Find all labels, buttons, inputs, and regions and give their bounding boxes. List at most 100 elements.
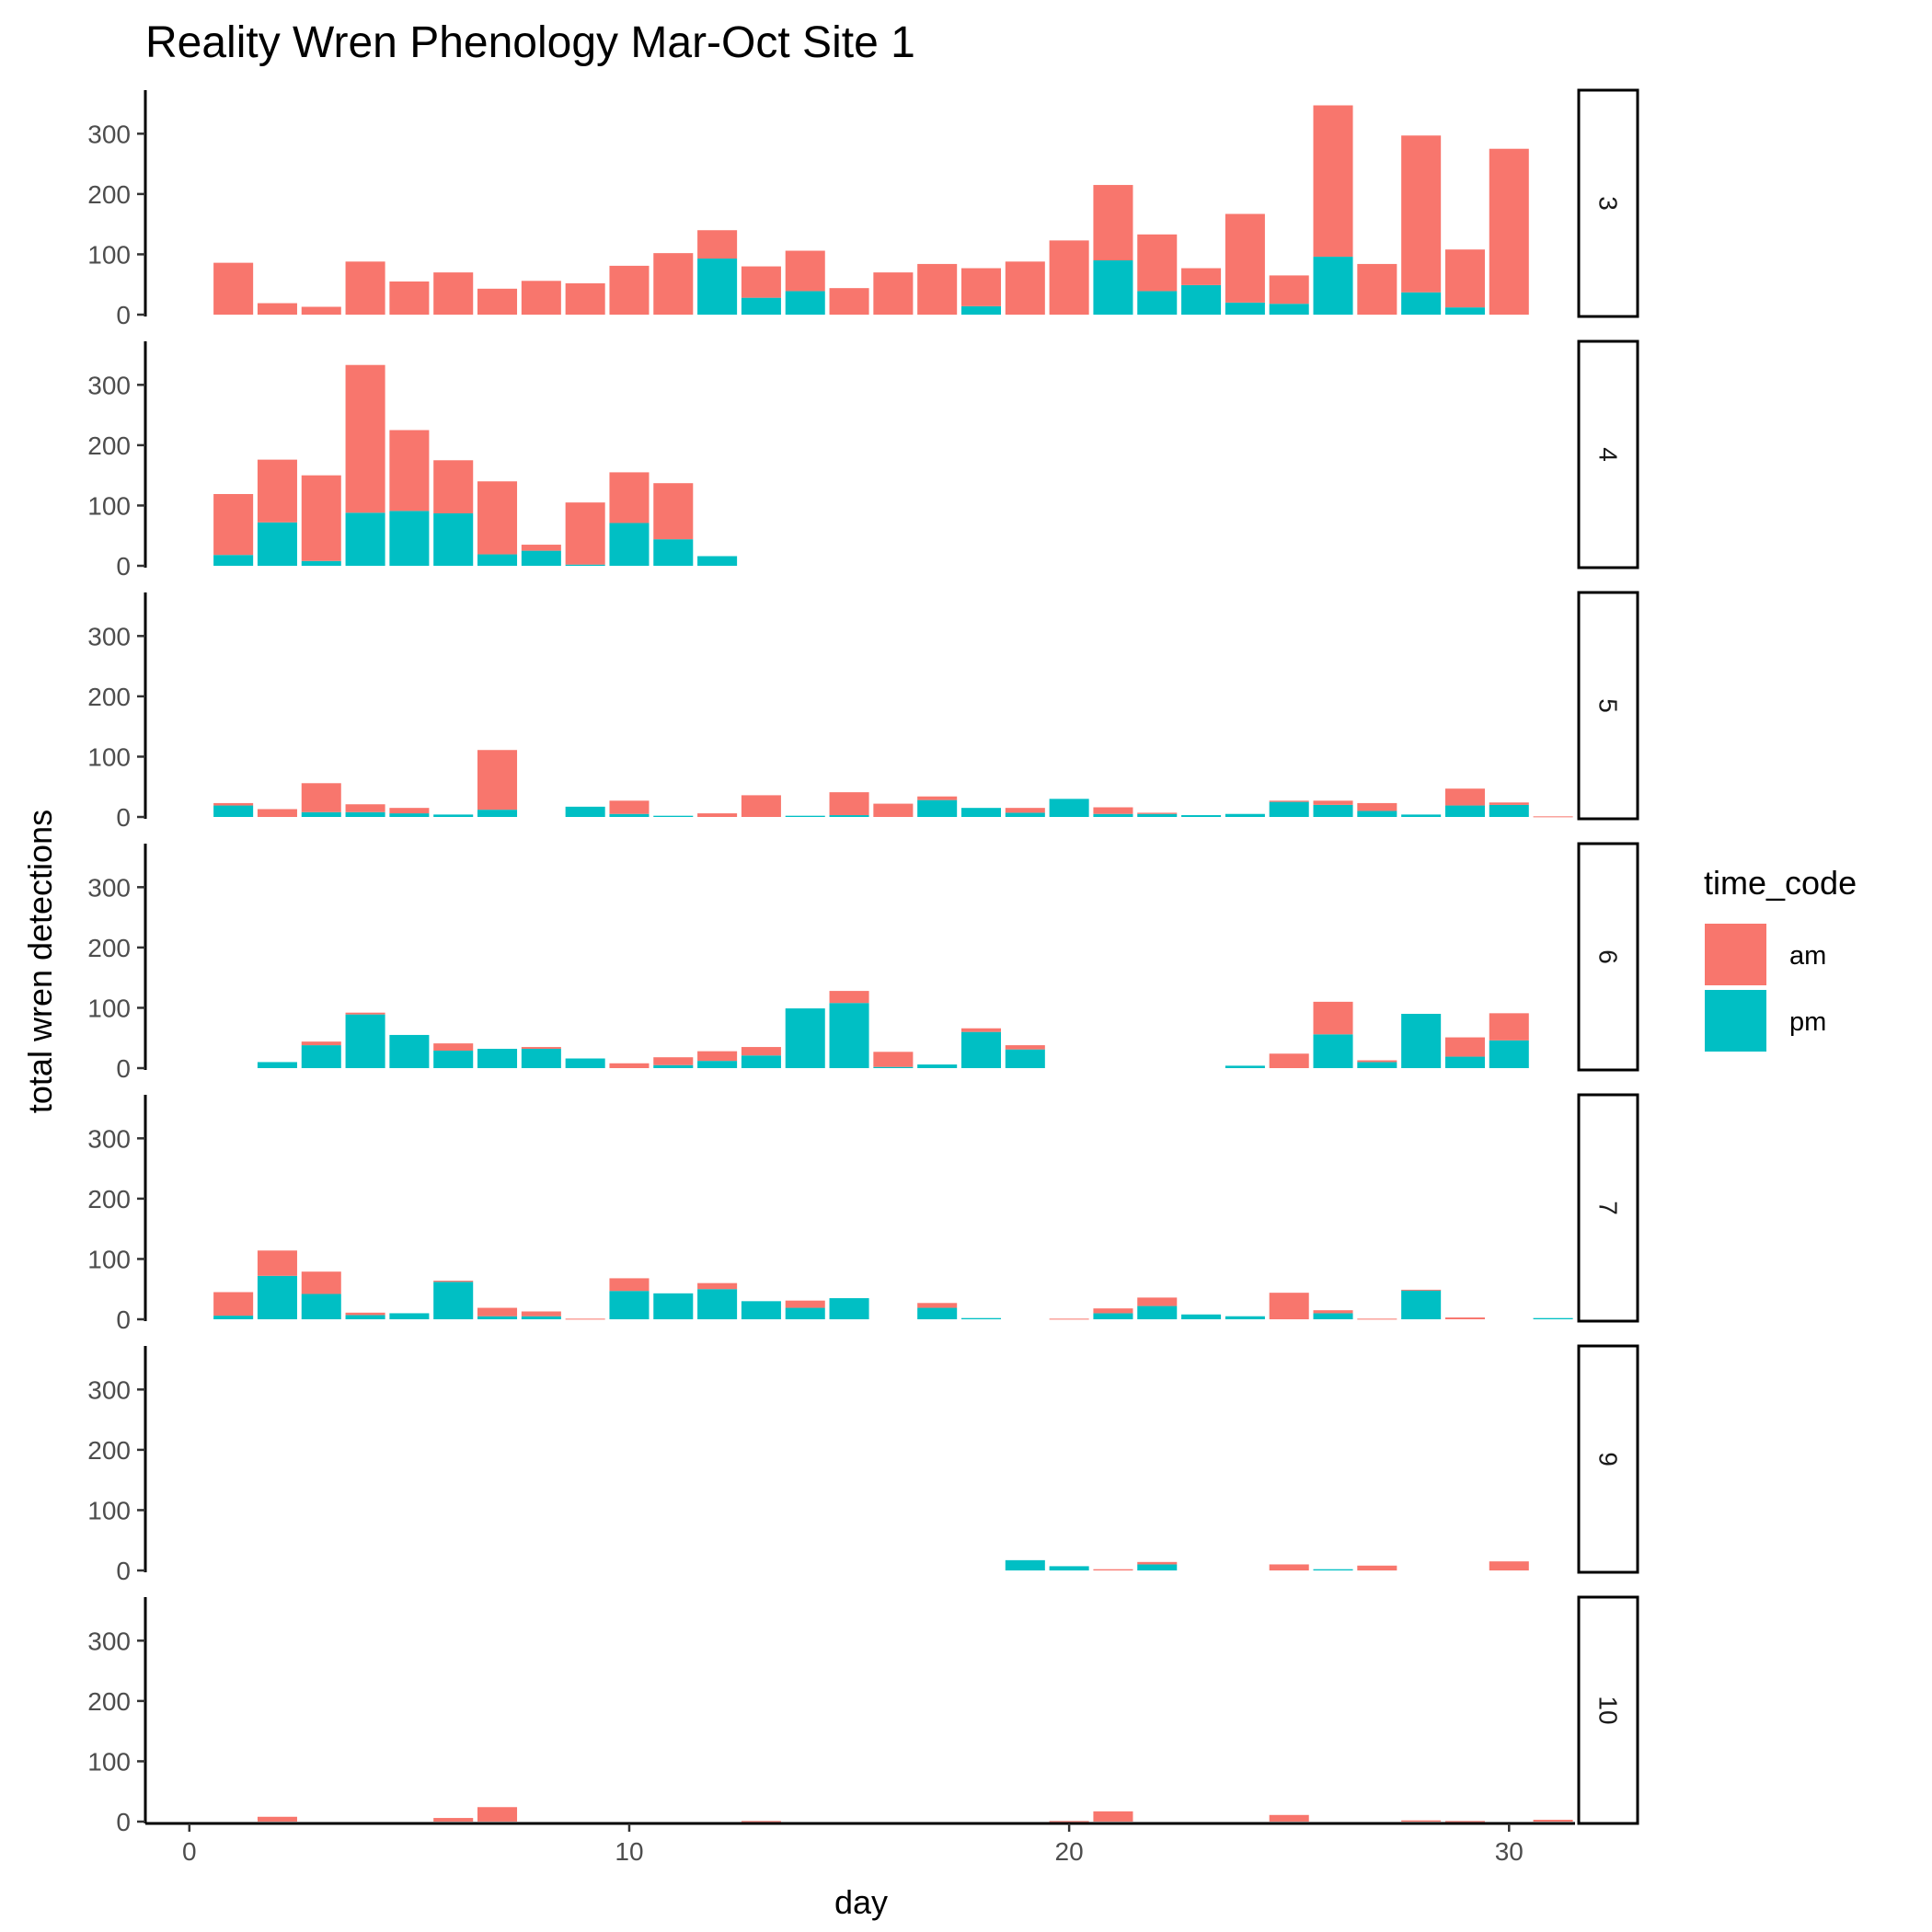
bar-pm-day-26 (1313, 1034, 1353, 1068)
bar-am-day-26 (1313, 800, 1353, 805)
bar-pm-day-15 (829, 1298, 869, 1319)
bar-am-day-3 (301, 783, 341, 812)
bar-pm-day-13 (741, 297, 781, 315)
legend-key-am (1705, 924, 1766, 985)
bar-am-day-22 (1137, 1561, 1178, 1565)
facet-strip (1577, 1595, 1639, 1825)
bar-am-day-10 (609, 472, 650, 523)
y-tick-label: 200 (87, 683, 131, 711)
y-tick-label: 200 (87, 431, 131, 460)
bar-pm-day-9 (565, 1058, 605, 1068)
bar-am-day-29 (1444, 1317, 1485, 1319)
bar-pm-day-22 (1137, 813, 1178, 817)
legend-key-pm (1705, 990, 1766, 1052)
bar-pm-day-11 (653, 539, 694, 566)
bar-am-day-1 (213, 493, 254, 556)
bar-am-day-25 (1269, 1053, 1309, 1068)
bar-am-day-8 (521, 545, 561, 551)
y-tick-label: 200 (87, 1687, 131, 1716)
bar-am-day-30 (1489, 1013, 1529, 1041)
bar-am-day-25 (1269, 1564, 1309, 1570)
bar-am-day-4 (345, 1012, 385, 1015)
bar-am-day-25 (1269, 1814, 1309, 1822)
bar-pm-day-3 (301, 560, 341, 566)
bar-am-day-3 (301, 475, 341, 561)
bar-am-day-16 (873, 272, 914, 315)
bar-pm-day-23 (1181, 1314, 1222, 1319)
bar-pm-day-26 (1313, 1313, 1353, 1319)
y-tick-label: 300 (87, 873, 131, 902)
y-tick-label: 200 (87, 1185, 131, 1213)
bar-pm-day-13 (741, 1301, 781, 1319)
bar-am-day-2 (257, 809, 297, 817)
bar-pm-day-1 (213, 555, 254, 566)
y-tick-label: 100 (87, 742, 131, 771)
panel-month-10: 0 100 200 300 10 (87, 1595, 1639, 1836)
y-tick-label: 0 (116, 1557, 131, 1585)
bar-am-day-5 (389, 808, 430, 814)
bar-pm-day-6 (433, 1050, 474, 1068)
bar-am-day-26 (1313, 1310, 1353, 1314)
bar-pm-day-12 (697, 1061, 738, 1068)
bar-am-day-1 (213, 262, 254, 315)
bar-pm-day-22 (1137, 291, 1178, 315)
bar-am-day-27 (1357, 802, 1397, 811)
bar-am-day-13 (741, 795, 781, 817)
bar-am-day-23 (1181, 268, 1222, 285)
bar-am-day-27 (1357, 1060, 1397, 1063)
bar-am-day-30 (1489, 1561, 1529, 1570)
bar-am-day-29 (1444, 1037, 1485, 1057)
bar-pm-day-19 (1005, 812, 1045, 817)
bar-pm-day-17 (917, 1064, 958, 1068)
facet-strip (1577, 1093, 1639, 1323)
bar-pm-day-10 (609, 523, 650, 566)
facet-panels: 0100200300301002003004010020030050100200… (87, 88, 1639, 1836)
bar-am-day-22 (1137, 812, 1178, 814)
bar-pm-day-29 (1444, 307, 1485, 315)
y-tick-label: 200 (87, 180, 131, 209)
bar-pm-day-4 (345, 512, 385, 566)
bar-pm-day-29 (1444, 805, 1485, 817)
bar-pm-day-7 (477, 810, 518, 817)
y-tick-label: 300 (87, 120, 131, 148)
bar-pm-day-24 (1225, 813, 1265, 817)
facet-strip (1577, 1344, 1639, 1574)
bar-am-day-7 (477, 481, 518, 555)
bar-pm-day-10 (609, 813, 650, 817)
y-tick-label: 0 (116, 803, 131, 832)
bar-am-day-19 (1005, 808, 1045, 813)
facet-strip-label: 6 (1594, 949, 1623, 964)
bar-pm-day-10 (609, 1291, 650, 1319)
facet-strip-label: 3 (1594, 196, 1623, 211)
bar-am-day-25 (1269, 275, 1309, 305)
bar-pm-day-23 (1181, 815, 1222, 817)
x-tick-label: 20 (1055, 1837, 1084, 1866)
bar-pm-day-18 (960, 1317, 1002, 1319)
bar-am-day-25 (1269, 800, 1309, 802)
bar-pm-day-14 (785, 291, 825, 315)
bar-am-day-10 (609, 1063, 650, 1068)
bar-am-day-11 (653, 253, 694, 315)
bar-am-day-6 (433, 1043, 474, 1051)
bar-am-day-18 (960, 268, 1002, 306)
x-axis: 0 10 20 30 (145, 1822, 1575, 1866)
bar-pm-day-21 (1093, 1313, 1133, 1319)
bar-am-day-12 (697, 1282, 738, 1290)
bar-am-day-7 (477, 288, 518, 315)
bar-pm-day-30 (1489, 1040, 1529, 1068)
bar-pm-day-4 (345, 1014, 385, 1068)
panel-month-4: 0 100 200 300 4 (87, 339, 1639, 581)
bar-pm-day-16 (873, 1066, 914, 1068)
y-tick-label: 300 (87, 622, 131, 650)
bar-pm-day-14 (785, 1307, 825, 1319)
bar-pm-day-14 (785, 815, 825, 817)
y-tick-label: 300 (87, 371, 131, 399)
bar-am-day-15 (829, 792, 869, 816)
bar-pm-day-25 (1269, 801, 1309, 817)
bar-am-day-11 (653, 1057, 694, 1065)
bar-pm-day-11 (653, 1064, 694, 1068)
bar-pm-day-5 (389, 1313, 430, 1319)
bar-am-day-17 (917, 1303, 958, 1308)
y-tick-label: 100 (87, 491, 131, 520)
